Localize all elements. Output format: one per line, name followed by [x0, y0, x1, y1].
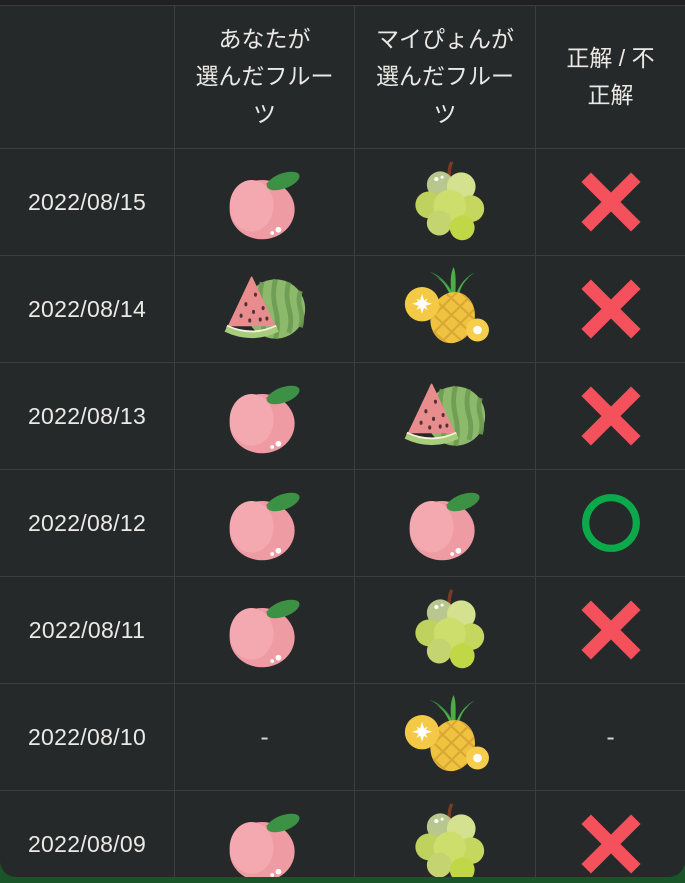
header-your-fruit: あなたが 選んだフルー ツ [175, 6, 355, 149]
watermelon-icon [217, 266, 313, 352]
peach-icon [217, 801, 313, 877]
header-date-column [0, 6, 175, 149]
your-fruit-cell [175, 470, 355, 577]
incorrect-x-icon [580, 599, 642, 661]
empty-placeholder: - [260, 722, 269, 751]
maipyon-fruit-cell [355, 684, 536, 791]
card-top-strip [0, 0, 685, 6]
results-table: あなたが 選んだフルー ツ マイぴょんが 選んだフルー ツ 正解 / 不 正解 … [0, 6, 685, 877]
maipyon-fruit-cell [355, 470, 536, 577]
header-result: 正解 / 不 正解 [536, 6, 685, 149]
pineapple-icon [397, 266, 493, 352]
your-fruit-cell [175, 363, 355, 470]
date-cell: 2022/08/13 [0, 363, 175, 470]
incorrect-x-icon [580, 385, 642, 447]
grapes-icon [397, 587, 493, 673]
result-cell [536, 791, 685, 877]
peach-icon [217, 373, 313, 459]
header-maipyon-fruit: マイぴょんが 選んだフルー ツ [355, 6, 536, 149]
grapes-icon [397, 159, 493, 245]
result-cell: - [536, 684, 685, 791]
date-cell: 2022/08/11 [0, 577, 175, 684]
result-cell [536, 363, 685, 470]
maipyon-fruit-cell [355, 363, 536, 470]
empty-placeholder: - [606, 722, 615, 751]
your-fruit-cell: - [175, 684, 355, 791]
date-cell: 2022/08/15 [0, 149, 175, 256]
maipyon-fruit-cell [355, 149, 536, 256]
correct-circle-icon [580, 492, 642, 554]
date-cell: 2022/08/09 [0, 791, 175, 877]
result-cell [536, 256, 685, 363]
your-fruit-cell [175, 577, 355, 684]
your-fruit-cell [175, 791, 355, 877]
peach-icon [217, 159, 313, 245]
pineapple-icon [397, 694, 493, 780]
date-cell: 2022/08/14 [0, 256, 175, 363]
incorrect-x-icon [580, 171, 642, 233]
date-cell: 2022/08/12 [0, 470, 175, 577]
grapes-icon [397, 801, 493, 877]
result-cell [536, 149, 685, 256]
result-cell [536, 577, 685, 684]
peach-icon [217, 480, 313, 566]
watermelon-icon [397, 373, 493, 459]
incorrect-x-icon [580, 813, 642, 875]
your-fruit-cell [175, 256, 355, 363]
peach-icon [397, 480, 493, 566]
incorrect-x-icon [580, 278, 642, 340]
your-fruit-cell [175, 149, 355, 256]
maipyon-fruit-cell [355, 577, 536, 684]
maipyon-fruit-cell [355, 791, 536, 877]
maipyon-fruit-cell [355, 256, 536, 363]
peach-icon [217, 587, 313, 673]
date-cell: 2022/08/10 [0, 684, 175, 791]
result-cell [536, 470, 685, 577]
